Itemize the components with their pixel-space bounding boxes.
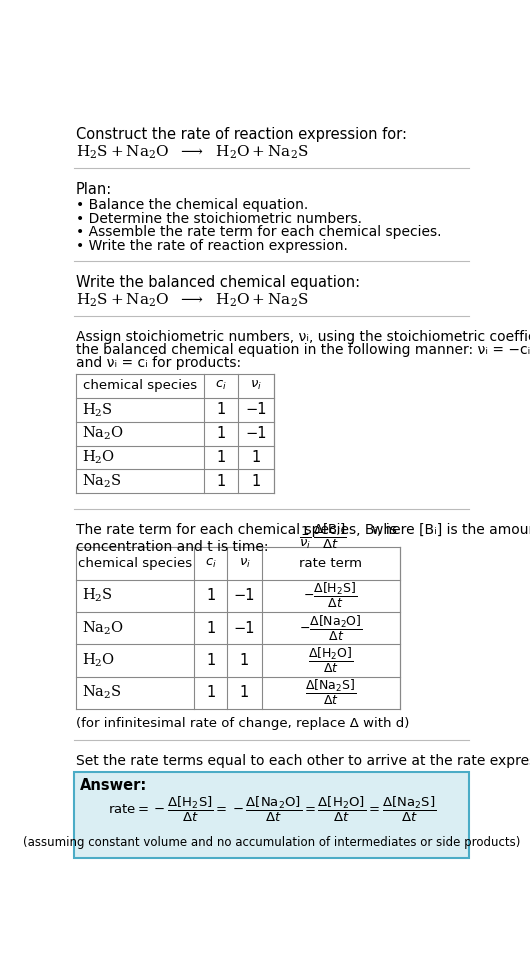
Text: $\mathregular{Na_2O}$: $\mathregular{Na_2O}$ <box>82 619 123 637</box>
Text: $-\dfrac{\Delta[\mathrm{Na_2O}]}{\Delta t}$: $-\dfrac{\Delta[\mathrm{Na_2O}]}{\Delta … <box>299 613 363 643</box>
Text: 1: 1 <box>240 685 249 701</box>
Text: rate term: rate term <box>299 557 362 570</box>
Text: Answer:: Answer: <box>80 778 147 793</box>
Text: −1: −1 <box>245 426 267 441</box>
Text: $c_i$: $c_i$ <box>205 557 217 570</box>
Text: (assuming constant volume and no accumulation of intermediates or side products): (assuming constant volume and no accumul… <box>23 836 520 849</box>
Text: $\mathregular{H_2O}$: $\mathregular{H_2O}$ <box>82 449 115 466</box>
Text: $\mathregular{H_2O}$: $\mathregular{H_2O}$ <box>82 652 115 669</box>
FancyBboxPatch shape <box>74 772 469 858</box>
Text: • Determine the stoichiometric numbers.: • Determine the stoichiometric numbers. <box>76 212 361 225</box>
Text: $\mathrm{rate} = -\dfrac{\Delta[\mathrm{H_2S}]}{\Delta t} = -\dfrac{\Delta[\math: $\mathrm{rate} = -\dfrac{\Delta[\mathrm{… <box>108 795 436 823</box>
Text: 1: 1 <box>252 450 261 465</box>
Text: −1: −1 <box>245 403 267 417</box>
Text: $\mathregular{H_2S + Na_2O\ \ \longrightarrow\ \ H_2O + Na_2S}$: $\mathregular{H_2S + Na_2O\ \ \longright… <box>76 292 308 309</box>
Text: $\dfrac{1}{\nu_i}\,\dfrac{\Delta[\mathrm{B}_i]}{\Delta t}$: $\dfrac{1}{\nu_i}\,\dfrac{\Delta[\mathrm… <box>299 521 347 551</box>
Text: $\mathregular{Na_2S}$: $\mathregular{Na_2S}$ <box>82 472 121 490</box>
Text: $\mathregular{Na_2O}$: $\mathregular{Na_2O}$ <box>82 425 123 442</box>
Text: $\mathregular{Na_2S}$: $\mathregular{Na_2S}$ <box>82 684 121 702</box>
Text: 1: 1 <box>206 685 215 701</box>
Text: $\mathregular{H_2S}$: $\mathregular{H_2S}$ <box>82 401 112 418</box>
Text: Set the rate terms equal to each other to arrive at the rate expression:: Set the rate terms equal to each other t… <box>76 754 530 767</box>
Text: 1: 1 <box>217 426 226 441</box>
Text: • Assemble the rate term for each chemical species.: • Assemble the rate term for each chemic… <box>76 225 441 239</box>
Text: 1: 1 <box>206 588 215 604</box>
Text: Write the balanced chemical equation:: Write the balanced chemical equation: <box>76 274 360 290</box>
Text: $\dfrac{\Delta[\mathrm{Na_2S}]}{\Delta t}$: $\dfrac{\Delta[\mathrm{Na_2S}]}{\Delta t… <box>305 678 356 708</box>
Text: 1: 1 <box>217 450 226 465</box>
Text: and νᵢ = cᵢ for products:: and νᵢ = cᵢ for products: <box>76 357 241 370</box>
Text: (for infinitesimal rate of change, replace Δ with d): (for infinitesimal rate of change, repla… <box>76 716 409 730</box>
Text: chemical species: chemical species <box>83 379 197 392</box>
Text: $-\dfrac{\Delta[\mathrm{H_2S}]}{\Delta t}$: $-\dfrac{\Delta[\mathrm{H_2S}]}{\Delta t… <box>304 581 358 611</box>
Text: Plan:: Plan: <box>76 182 112 197</box>
Text: The rate term for each chemical species, Bᵢ, is: The rate term for each chemical species,… <box>76 522 396 537</box>
Text: 1: 1 <box>217 474 226 489</box>
Text: 1: 1 <box>217 403 226 417</box>
Text: where [Bᵢ] is the amount: where [Bᵢ] is the amount <box>373 522 530 537</box>
Text: Assign stoichiometric numbers, νᵢ, using the stoichiometric coefficients, cᵢ, fr: Assign stoichiometric numbers, νᵢ, using… <box>76 330 530 344</box>
Text: • Balance the chemical equation.: • Balance the chemical equation. <box>76 198 308 212</box>
Text: 1: 1 <box>252 474 261 489</box>
Text: chemical species: chemical species <box>78 557 192 570</box>
Text: −1: −1 <box>234 620 255 636</box>
Text: $\nu_i$: $\nu_i$ <box>250 379 262 393</box>
Text: $c_i$: $c_i$ <box>215 379 227 393</box>
Text: Construct the rate of reaction expression for:: Construct the rate of reaction expressio… <box>76 126 407 142</box>
Text: • Write the rate of reaction expression.: • Write the rate of reaction expression. <box>76 239 348 253</box>
Text: concentration and t is time:: concentration and t is time: <box>76 540 268 554</box>
Text: $\mathregular{H_2S + Na_2O\ \ \longrightarrow\ \ H_2O + Na_2S}$: $\mathregular{H_2S + Na_2O\ \ \longright… <box>76 144 308 161</box>
Text: $\mathregular{H_2S}$: $\mathregular{H_2S}$ <box>82 587 112 605</box>
Text: 1: 1 <box>240 653 249 668</box>
Text: 1: 1 <box>206 620 215 636</box>
Text: $\dfrac{\Delta[\mathrm{H_2O}]}{\Delta t}$: $\dfrac{\Delta[\mathrm{H_2O}]}{\Delta t}… <box>308 646 354 675</box>
Text: 1: 1 <box>206 653 215 668</box>
Text: $\nu_i$: $\nu_i$ <box>238 557 251 570</box>
Text: −1: −1 <box>234 588 255 604</box>
Text: the balanced chemical equation in the following manner: νᵢ = −cᵢ for reactants: the balanced chemical equation in the fo… <box>76 343 530 358</box>
